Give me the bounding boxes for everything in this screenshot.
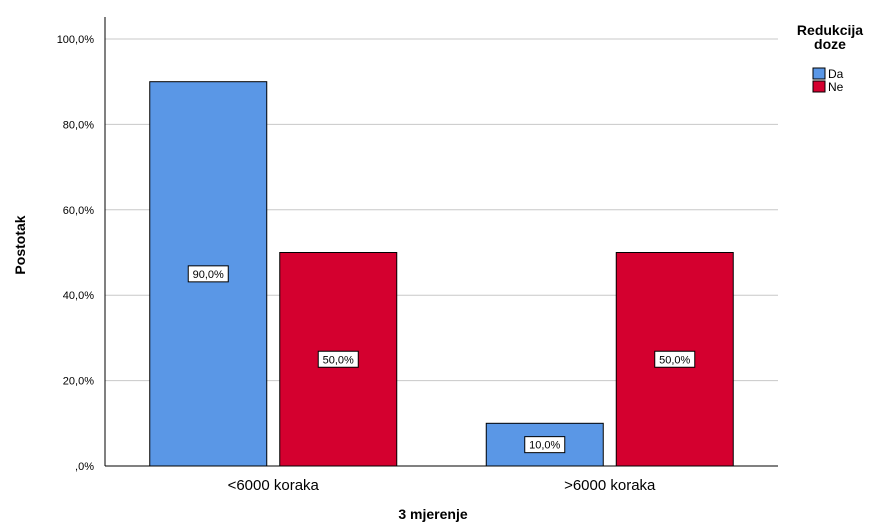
data-label: 90,0% — [193, 269, 224, 281]
bars — [149, 81, 734, 467]
legend-label-da: Da — [828, 67, 844, 81]
data-label-box — [654, 350, 696, 368]
data-label-box — [187, 265, 229, 283]
data-label: 10,0% — [529, 440, 560, 452]
x-tick-labels: <6000 koraka >6000 koraka — [228, 477, 656, 494]
y-tick-label: ,0% — [75, 461, 94, 473]
legend-title: doze — [814, 36, 846, 52]
x-axis-title: 3 mjerenje — [398, 506, 467, 522]
data-labels: 90,0% 50,0% 10,0% 50,0% — [187, 265, 696, 454]
x-tick-label: >6000 koraka — [564, 477, 656, 494]
y-tick-label: 20,0% — [63, 376, 94, 388]
y-tick-label: 80,0% — [63, 119, 94, 131]
data-label-box — [524, 436, 566, 454]
y-tick-labels: ,0% 20,0% 40,0% 60,0% 80,0% 100,0% — [57, 34, 95, 473]
y-tick-label: 60,0% — [63, 205, 94, 217]
data-label: 50,0% — [659, 354, 690, 366]
data-label: 50,0% — [323, 354, 354, 366]
legend-label-ne: Ne — [828, 80, 844, 94]
y-tick-label: 100,0% — [57, 34, 95, 46]
data-label-box — [317, 350, 359, 368]
legend-swatch-da — [812, 67, 826, 80]
y-tick-label: 40,0% — [63, 290, 94, 302]
y-axis-title: Postotak — [12, 215, 28, 274]
legend-title: Redukcija — [797, 22, 863, 38]
x-tick-label: <6000 koraka — [228, 477, 320, 494]
legend-swatch-ne — [812, 80, 826, 93]
